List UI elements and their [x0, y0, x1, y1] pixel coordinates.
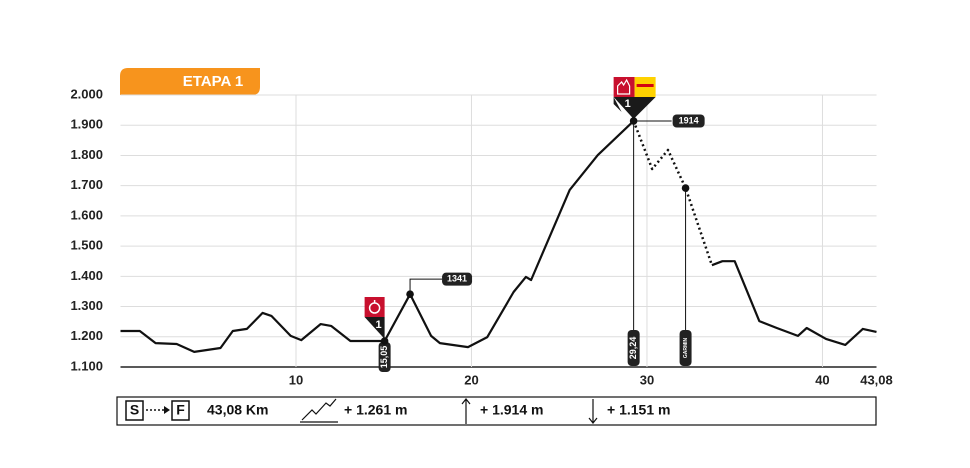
label-pill [672, 114, 705, 128]
finish-box [171, 400, 190, 421]
annotation-label: 15,05 [379, 346, 389, 369]
leader [409, 278, 443, 295]
finish: F [176, 402, 185, 418]
arrow-head [164, 406, 170, 414]
elevation-line [632, 120, 714, 266]
annotation-label: 1914 [679, 115, 699, 125]
y-tick-label: 1.500 [70, 238, 103, 253]
point-marker [681, 184, 690, 192]
mountain-glyph [617, 78, 631, 95]
y-tick-label: 1.200 [70, 328, 103, 343]
loss: + 1.151 m [607, 402, 670, 418]
point-marker [629, 117, 638, 125]
start-box [125, 400, 144, 421]
y-tick-label: 1.800 [70, 147, 103, 162]
y-tick-label: 2.000 [70, 86, 103, 101]
gain: + 1.261 m [344, 402, 407, 418]
distance: 43,08 Km [207, 402, 268, 418]
y-tick-label: 1.900 [70, 117, 103, 132]
gain-icon [300, 398, 338, 423]
rank-flag [364, 317, 385, 340]
label-pill [378, 342, 391, 372]
plot: 1.100 1.200 1.300 1.400 1.500 1.600 1.700 1.800… [70, 77, 893, 387]
label-pill [442, 272, 473, 286]
point-marker [406, 290, 414, 298]
max-elevation: + 1.914 m [480, 402, 543, 418]
elevation-line [120, 120, 877, 353]
rank-flag [613, 97, 656, 119]
y-tick-label: 1.600 [70, 207, 103, 222]
rank: 1 [625, 98, 631, 110]
x-tick-label: 30 [640, 372, 654, 387]
title-tab [120, 68, 260, 95]
label-pill [627, 330, 640, 366]
max-icon [461, 398, 471, 424]
y-tick-label: 1.300 [70, 298, 103, 313]
y-tick-label: 1.100 [70, 358, 103, 373]
y-tick-label: 1.700 [70, 177, 103, 192]
loss-icon [588, 399, 598, 424]
start: S [130, 402, 139, 418]
jersey-stripe [636, 84, 654, 87]
rank: 1 [376, 319, 382, 331]
x-tick-label: 20 [464, 372, 478, 387]
point-marker [380, 337, 389, 345]
annotation-label: 1341 [447, 274, 467, 284]
footer-box [116, 396, 877, 426]
label-pill [679, 330, 692, 366]
x-tick-label: 40 [815, 372, 829, 387]
annotation-label: 29,24 [628, 337, 638, 360]
annotation-label: GARMIN [683, 337, 689, 358]
x-tick-label: 10 [289, 372, 303, 387]
footer: S F 43,08 Km + 1.261 m + 1.914 m + 1.151… [116, 396, 877, 426]
chart-title: ETAPA 1 [183, 73, 244, 90]
x-tick-label: 43,08 [860, 372, 893, 387]
y-tick-label: 1.400 [70, 268, 103, 283]
sprint-icon [364, 297, 385, 317]
